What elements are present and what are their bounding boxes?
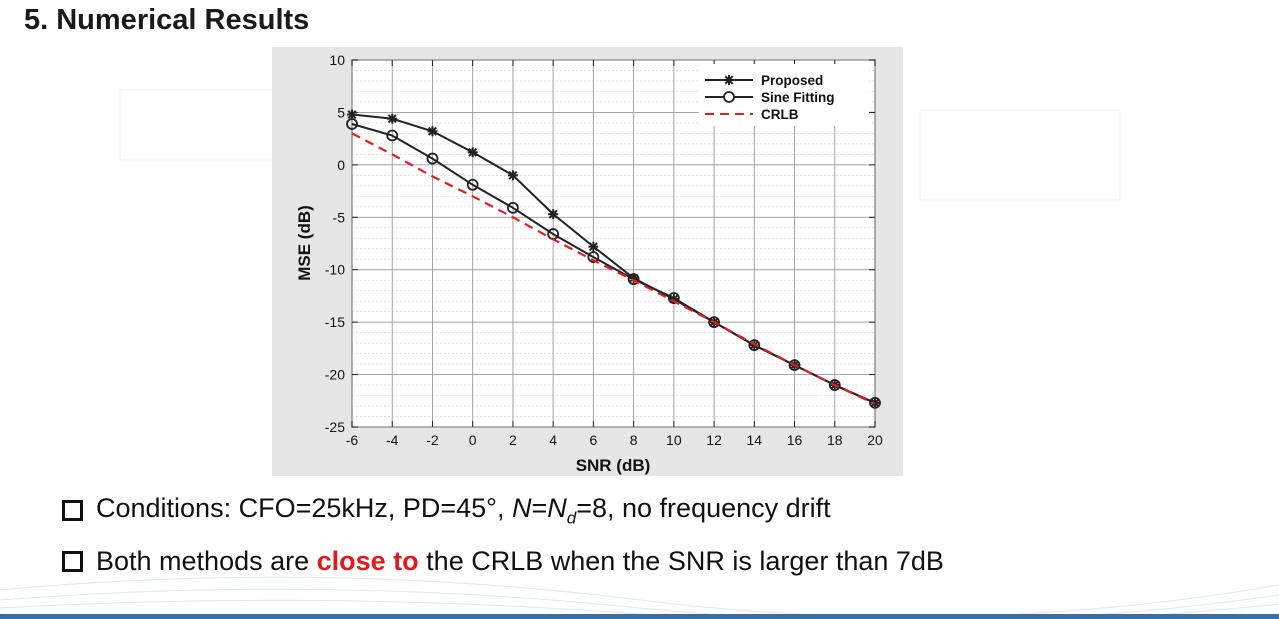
legend-label-proposed: Proposed [761,73,823,88]
point-sine-fitting [426,152,439,165]
x-tick-label: 2 [509,432,517,448]
x-tick-label: -2 [426,432,439,448]
equals-sign: = [531,493,548,523]
y-tick-label: 0 [337,157,345,173]
point-sine-fitting [828,379,841,391]
y-tick-label: -25 [325,419,345,435]
conclusion-pre: Both methods are [96,546,317,576]
point-proposed [507,170,518,181]
mse-vs-snr-chart: -6 -4 -2 0 2 4 6 8 10 12 14 16 18 201050-5-10-15-20-2… [295,52,883,475]
point-sine-fitting [386,129,399,142]
x-tick-label: -6 [346,432,359,448]
checkbox-bullet-icon [62,551,83,572]
point-sine-fitting [667,292,680,304]
point-sine-fitting [507,201,519,214]
x-tick-label: 10 [666,432,682,448]
legend-label-sine-fitting: Sine Fitting [761,90,835,105]
x-tick-label: 20 [867,432,883,448]
point-sine-fitting [587,251,600,264]
series-line-sine-fitting [351,123,876,404]
slide-title: 5. Numerical Results [24,4,310,36]
series-group [346,109,881,409]
point-sine-fitting [346,118,358,130]
x-tick-label: -4 [386,432,399,448]
point-sine-fitting [869,396,881,409]
bullet-conditions: Conditions: CFO=25kHz, PD=45°, N=Nd=8, n… [62,493,831,528]
n-symbol: N [511,493,532,523]
series-line-crlb [351,132,876,405]
x-tick-label: 14 [747,432,763,448]
y-tick-label: -5 [333,209,346,225]
y-tick-label: -20 [325,367,345,383]
point-sine-fitting [708,316,720,329]
axes: -6 -4 -2 0 2 4 6 8 10 12 14 16 18 201050-5-10-15-20-2… [325,52,883,448]
y-axis-label: MSE (dB) [295,205,314,281]
bullet-conditions-text: Conditions: CFO=25kHz, PD=45°, N=Nd=8, n… [96,493,831,528]
point-proposed [387,113,398,124]
x-tick-label: 0 [469,432,477,448]
conclusion-highlight: close to [316,546,419,576]
legend-label-crlb: CRLB [761,107,799,122]
legend-marker-proposed [724,75,734,85]
conclusion-post: the CRLB when the SNR is larger than 7dB [418,546,944,576]
x-tick-label: 12 [706,432,722,448]
x-tick-label: 16 [787,432,803,448]
chart-panel: -6 -4 -2 0 2 4 6 8 10 12 14 16 18 20 10 5 0 -5 -10 -15 -20 -2… [272,47,903,476]
bullet-conclusion: Both methods are close to the CRLB when … [62,546,944,577]
point-sine-fitting [627,273,640,286]
point-proposed [588,241,599,252]
x-tick-label: 4 [549,432,557,448]
point-proposed [427,126,438,137]
point-proposed [548,209,559,220]
bullet-conclusion-text: Both methods are close to the CRLB when … [96,546,944,577]
conditions-suffix: =8, no frequency drift [576,493,831,523]
conditions-prefix: Conditions: CFO=25kHz, PD=45°, [96,493,512,523]
x-axis-label: SNR (dB) [576,456,651,475]
nd-subscript: d [566,508,577,528]
point-sine-fitting [788,359,801,372]
checkbox-bullet-icon [62,500,83,522]
footer-bar [0,614,1279,619]
y-tick-label: 10 [329,52,345,68]
y-tick-label: 5 [337,104,345,120]
nd-symbol: N [547,493,567,523]
point-sine-fitting [748,339,761,352]
x-tick-label: 18 [827,432,843,448]
legend: Proposed Sine Fitting CRLB [699,64,869,126]
x-tick-label: 8 [630,432,638,448]
x-tick-label: 6 [589,432,597,448]
point-proposed [347,109,357,120]
y-tick-label: -10 [325,262,345,278]
legend-marker-sine-fitting [723,91,735,103]
point-proposed [467,147,478,158]
y-tick-label: -15 [325,314,345,330]
point-sine-fitting [466,178,479,191]
